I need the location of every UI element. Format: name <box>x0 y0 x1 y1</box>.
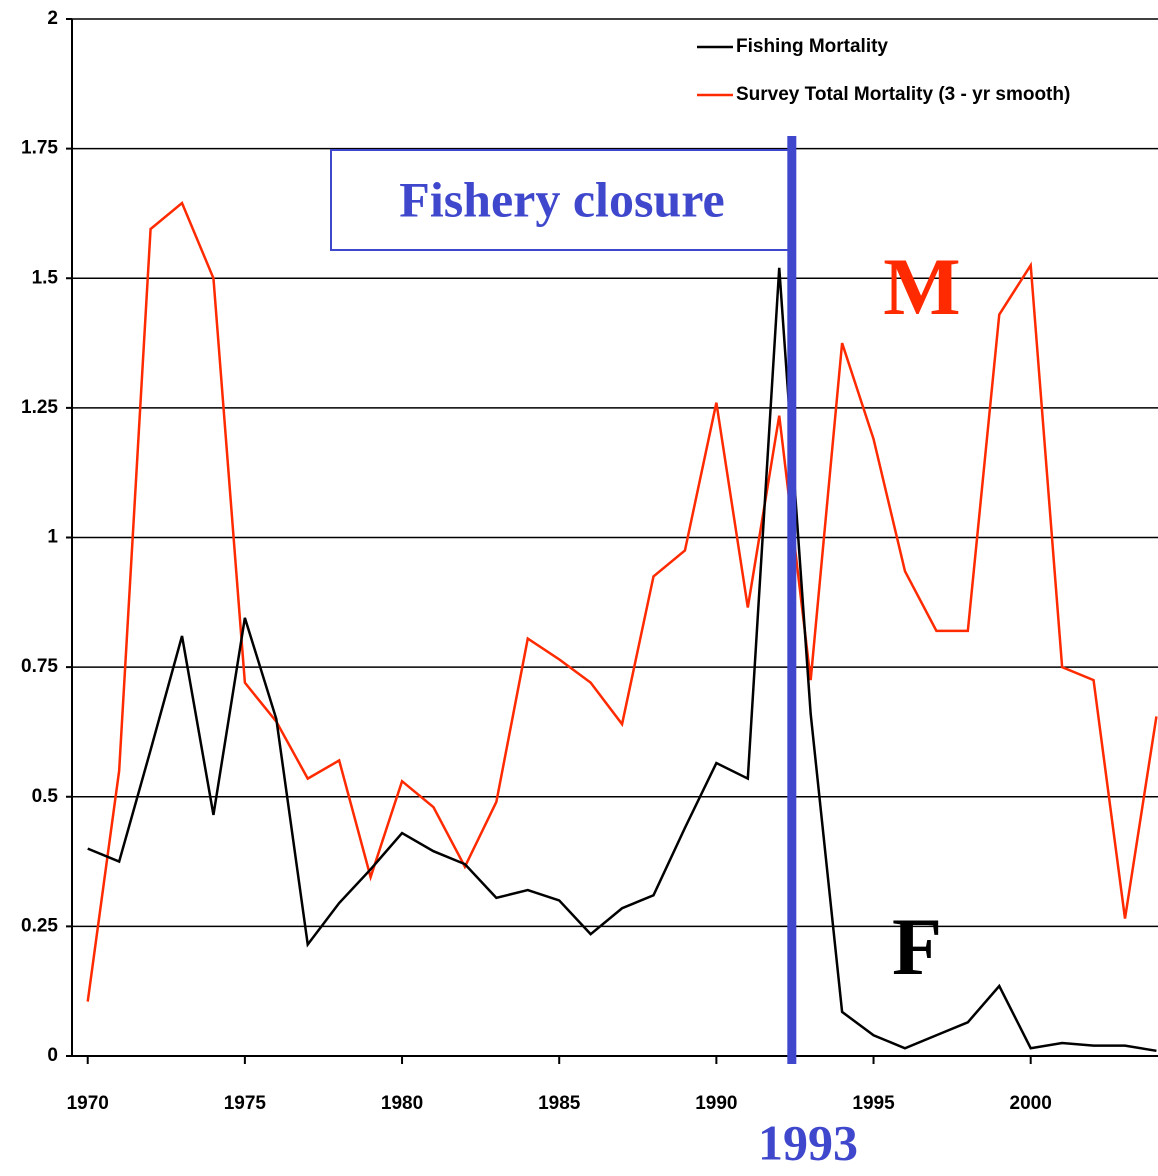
plot: 0 0.25 0.5 0.75 1 1.25 1.5 1.75 2 1970 1975 1980 198… <box>21 8 1158 1114</box>
y-tick-label: 0.25 <box>21 915 58 936</box>
m-label: M <box>883 241 960 332</box>
f-label: F <box>892 901 942 992</box>
x-tick-label: 1985 <box>538 1093 581 1114</box>
x-tick-label: 1995 <box>852 1093 895 1114</box>
y-tick-label: 1.25 <box>21 397 58 418</box>
legend-label: Fishing Mortality <box>736 36 888 57</box>
series-line <box>86 201 1158 1002</box>
x-tick-label: 1980 <box>381 1093 423 1114</box>
series-line <box>87 267 1157 1053</box>
y-tick-label: 0.75 <box>21 656 58 677</box>
closure-label: Fishery closure <box>399 171 724 227</box>
x-tick-label: 1970 <box>67 1093 109 1114</box>
y-tick-label: 1 <box>47 527 58 548</box>
y-tick-label: 0.5 <box>32 786 59 807</box>
legend-label: Survey Total Mortality (3 - yr smooth) <box>736 84 1070 105</box>
annotation-box <box>330 149 791 251</box>
y-tick-label: 1.5 <box>32 267 59 288</box>
y-tick-label: 0 <box>47 1045 58 1066</box>
x-tick-label: 1975 <box>224 1093 267 1114</box>
closure-year: 1993 <box>758 1114 858 1170</box>
x-tick-label: 2000 <box>1010 1093 1052 1114</box>
y-tick-label: 1.75 <box>21 138 58 159</box>
y-tick-label: 2 <box>47 8 58 29</box>
x-tick-label: 1990 <box>695 1093 737 1114</box>
